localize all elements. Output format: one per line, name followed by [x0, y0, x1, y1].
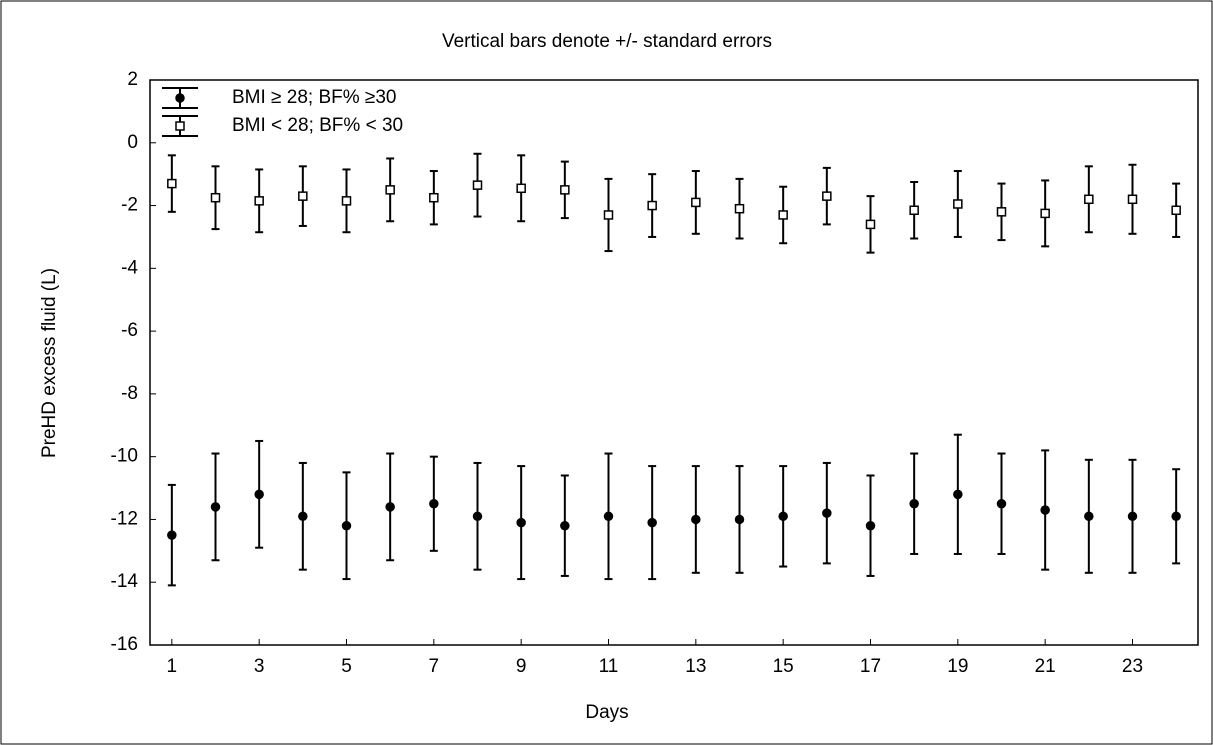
x-tick-label: 23: [1122, 656, 1143, 677]
y-tick-label: -2: [121, 195, 138, 216]
y-tick-label: -16: [111, 634, 138, 655]
y-tick-label: -12: [111, 508, 138, 529]
x-tick-label: 17: [860, 656, 881, 677]
plot-area: [149, 79, 1199, 646]
x-tick-label: 19: [947, 656, 968, 677]
marker: [647, 517, 657, 528]
marker: [1171, 205, 1181, 216]
x-tick-label: 11: [599, 656, 619, 677]
marker: [516, 517, 526, 528]
marker: [167, 178, 177, 189]
marker: [909, 205, 919, 216]
marker: [429, 499, 439, 509]
marker: [778, 511, 788, 522]
legend-label: BMI < 28; BF% < 30: [232, 115, 403, 136]
marker: [822, 508, 832, 518]
marker: [953, 489, 963, 500]
marker: [385, 502, 395, 512]
x-tick-label: 21: [1035, 656, 1056, 677]
x-tick-label: 13: [685, 656, 706, 677]
y-axis-label: PreHD excess fluid (L): [39, 268, 60, 458]
x-tick-label: 5: [341, 656, 352, 677]
marker: [778, 210, 788, 220]
marker: [560, 520, 570, 531]
marker: [341, 520, 352, 531]
marker: [472, 511, 483, 522]
marker: [298, 511, 308, 522]
x-tick-label: 1: [167, 656, 178, 677]
x-axis-label: Days: [585, 702, 628, 723]
marker: [298, 191, 308, 201]
marker: [1040, 208, 1050, 219]
marker: [560, 185, 570, 195]
marker: [254, 196, 264, 206]
marker: [385, 185, 395, 195]
marker: [516, 183, 526, 194]
marker: [996, 499, 1007, 509]
y-tick-label: 2: [127, 69, 138, 90]
marker: [1040, 505, 1050, 515]
legend-marker: [175, 121, 185, 131]
y-tick-label: -4: [121, 257, 138, 278]
chart-title: Vertical bars denote +/- standard errors: [442, 31, 772, 52]
y-tick-label: -14: [111, 571, 139, 592]
x-tick-label: 7: [429, 656, 440, 677]
marker: [647, 200, 657, 211]
y-tick-label: 0: [127, 132, 138, 153]
marker: [254, 489, 264, 500]
y-tick-label: -6: [121, 320, 138, 341]
marker: [603, 210, 614, 220]
marker: [691, 197, 701, 208]
marker: [953, 199, 963, 209]
marker: [822, 191, 832, 201]
marker: [472, 180, 483, 190]
marker: [734, 203, 745, 214]
marker: [341, 196, 352, 206]
x-tick-label: 3: [254, 656, 265, 677]
marker: [167, 530, 177, 540]
legend-label: BMI ≥ 28; BF% ≥30: [232, 87, 396, 108]
marker: [691, 514, 701, 525]
marker: [865, 520, 876, 531]
marker: [1084, 194, 1094, 205]
y-tick-label: -10: [111, 446, 138, 467]
marker: [1127, 511, 1138, 522]
x-tick-label: 15: [773, 656, 794, 677]
legend-marker: [175, 93, 185, 103]
marker: [210, 502, 221, 512]
y-tick-label: -8: [121, 383, 138, 404]
marker: [210, 192, 221, 203]
x-tick-label: 9: [516, 656, 527, 677]
marker: [996, 207, 1007, 217]
marker: [603, 511, 614, 522]
marker: [1127, 194, 1138, 205]
marker: [909, 499, 919, 509]
marker: [734, 514, 745, 525]
marker: [1171, 511, 1181, 522]
marker: [1084, 511, 1094, 522]
marker: [429, 192, 439, 203]
marker: [865, 219, 876, 230]
